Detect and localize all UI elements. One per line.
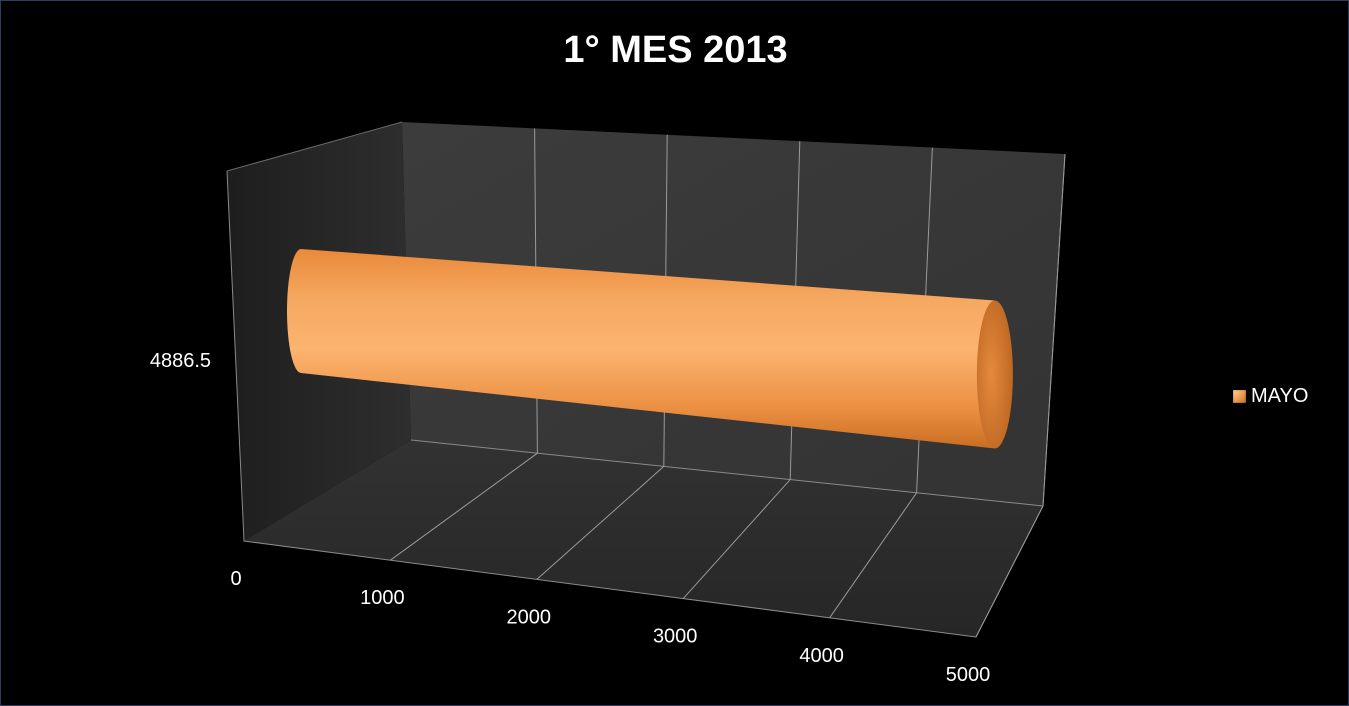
bar-mayo-cap: [976, 300, 1013, 449]
legend-swatch: [1233, 390, 1246, 403]
floor: [244, 440, 1043, 637]
legend: MAYO: [1233, 385, 1308, 408]
x-tick-label: 3000: [653, 626, 698, 648]
gridline-wall: [1042, 153, 1066, 507]
x-tick-label: 4000: [799, 645, 844, 667]
x-tick-label: 5000: [946, 664, 991, 686]
chart-title: 1° MES 2013: [563, 29, 788, 71]
x-tick-label: 0: [230, 568, 241, 590]
bar-mayo: [287, 249, 995, 449]
back-floor-edge: [410, 439, 1044, 507]
top-edge: [226, 121, 403, 172]
x-tick-label: 2000: [507, 606, 552, 628]
legend-label: MAYO: [1251, 385, 1309, 407]
y-category-label: 4886.5: [150, 350, 211, 372]
x-tick-label: 1000: [360, 587, 405, 609]
gridline-floor: [829, 492, 918, 619]
gridline-floor: [536, 466, 665, 580]
gridline-floor: [975, 505, 1044, 638]
gridline-floor: [390, 452, 538, 561]
axis-edge: [226, 170, 977, 638]
gridline-floor: [682, 479, 791, 599]
bars: [287, 249, 1013, 449]
tick-labels: 0 1000 2000 3000 4000 5000 4886.5: [150, 350, 990, 686]
